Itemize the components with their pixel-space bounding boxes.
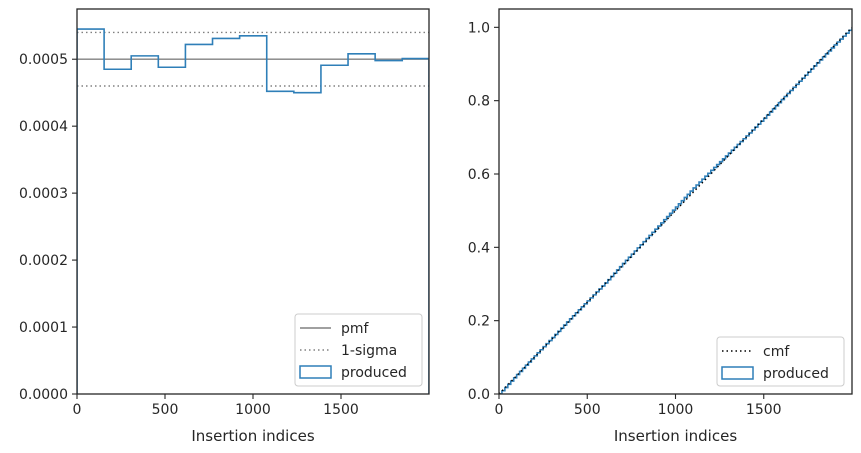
cmf-line <box>499 26 852 394</box>
legend-produced-label: produced <box>763 366 829 382</box>
x-axis-label: Insertion indices <box>614 427 737 445</box>
y-tick-label: 0.0004 <box>19 119 68 135</box>
y-tick-label: 0.0001 <box>19 320 68 336</box>
x-tick-label: 0 <box>495 402 504 418</box>
legend-cmf-label: cmf <box>763 344 790 360</box>
legend-produced-swatch <box>299 365 332 379</box>
legend-box <box>294 313 423 387</box>
x-axis-label: Insertion indices <box>191 427 314 445</box>
plot-frame <box>498 8 853 395</box>
x-tick-label: 0 <box>73 402 82 418</box>
y-tick-label: 0.0005 <box>19 52 68 68</box>
y-tick-label: 0.0003 <box>19 186 68 202</box>
x-tick-label: 500 <box>574 402 601 418</box>
y-tick-label: 0.4 <box>468 240 490 256</box>
legend-sigma-label: 1-sigma <box>341 343 397 359</box>
plot-area <box>499 26 852 394</box>
y-tick-label: 0.0 <box>468 387 490 403</box>
y-tick-label: 0.0002 <box>19 253 68 269</box>
x-tick-label: 1000 <box>658 402 694 418</box>
y-tick-label: 0.8 <box>468 94 490 110</box>
x-tick-label: 1500 <box>746 402 782 418</box>
x-tick-label: 500 <box>152 402 179 418</box>
legend-box <box>716 336 845 387</box>
y-tick-label: 0.0000 <box>19 387 68 403</box>
produced-histogram <box>77 28 429 394</box>
legend-pmf-label: pmf <box>341 321 370 337</box>
cmf-panel: 0 500 1000 1500 0.0 0.2 0.4 0.6 0.8 1.0 Insertion … <box>468 8 853 445</box>
legend-produced-label: produced <box>341 365 407 381</box>
produced-cumulative-line <box>499 27 852 394</box>
x-tick-label: 1500 <box>323 402 359 418</box>
pmf-histogram-panel: 0 500 1000 1500 0.0000 0.0001 0.0002 0.0003 0.00… <box>19 8 430 445</box>
x-tick-label: 1000 <box>235 402 271 418</box>
legend-produced-swatch <box>721 366 754 380</box>
plot-area <box>77 28 429 394</box>
y-tick-label: 1.0 <box>468 20 490 36</box>
y-tick-label: 0.6 <box>468 167 490 183</box>
y-tick-label: 0.2 <box>468 314 490 330</box>
